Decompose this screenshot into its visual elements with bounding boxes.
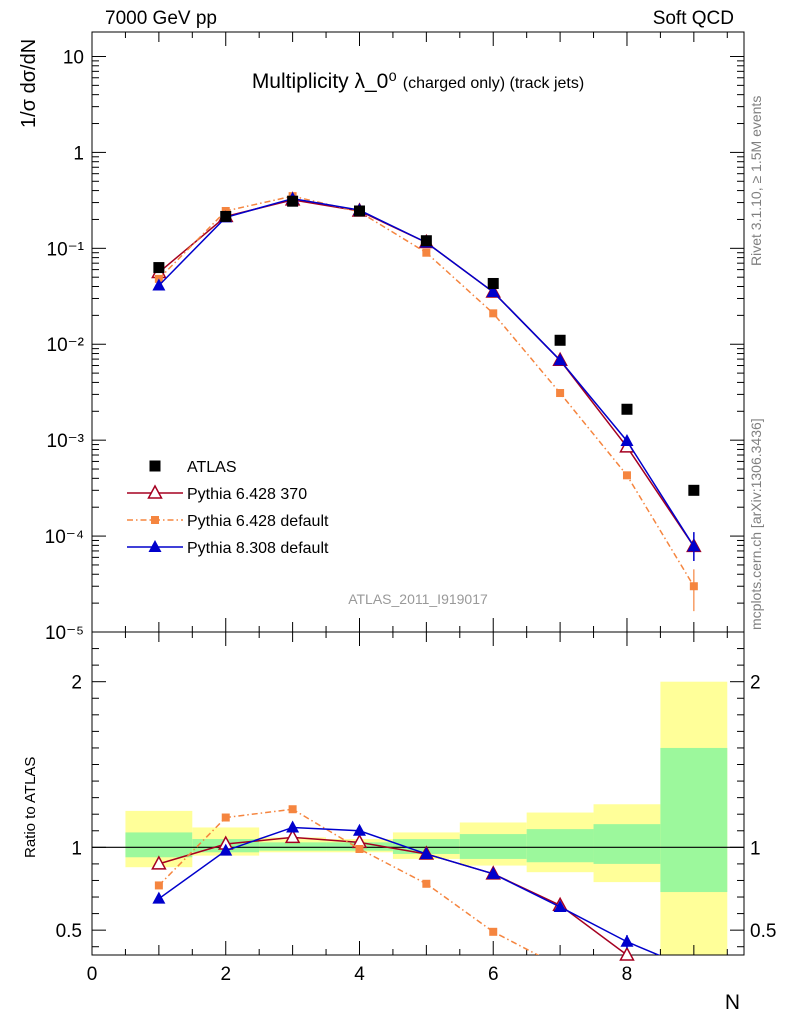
main-y-tick-label: 10⁻³	[47, 431, 85, 452]
data-point	[220, 210, 232, 222]
main-y-tick-label: 10⁻⁴	[45, 527, 84, 548]
ratio-frame	[91, 631, 745, 956]
main-y-tick-label: 10⁻²	[47, 335, 85, 356]
ratio-series-1	[154, 805, 540, 955]
header-left: 7000 GeV pp	[105, 8, 217, 29]
uncertainty-band-stat	[593, 824, 661, 864]
data-point	[486, 866, 500, 879]
uncertainty-band-stat	[459, 834, 527, 859]
ratio-y-tick-label-right: 0.5	[750, 921, 776, 942]
uncertainty-band-stat	[125, 832, 193, 858]
data-point	[553, 353, 567, 366]
data-point	[419, 846, 433, 859]
uncertainty-band-stat	[526, 829, 594, 863]
data-point	[288, 805, 297, 814]
ratio-x-tick-label: 6	[488, 964, 499, 985]
data-point	[287, 195, 299, 207]
data-point	[149, 460, 161, 472]
data-point	[152, 891, 166, 904]
data-point	[620, 434, 634, 447]
ratio-y-tick-label-right: 1	[750, 838, 761, 859]
main-panel: 10⁻⁵ 10⁻⁴ 10⁻³ 10⁻² 10⁻¹ 1 10 Multiplicity λ_0⁰…	[45, 31, 745, 644]
ratio-x-tick-label: 2	[220, 964, 231, 985]
data-point	[553, 899, 567, 912]
legend-label: Pythia 6.428 370	[187, 486, 307, 503]
ratio-x-tick-label: 8	[622, 964, 633, 985]
legend-label: Pythia 6.428 default	[187, 513, 329, 530]
chart-title-suffix: (charged only) (track jets)	[403, 75, 584, 92]
ratio-series-line	[158, 836, 628, 955]
data-point	[487, 277, 499, 289]
ratio-x-tick-label: 4	[354, 964, 365, 985]
data-point	[420, 235, 432, 247]
x-axis-title: N	[725, 991, 740, 1014]
data-point	[152, 278, 166, 291]
data-point	[422, 248, 431, 257]
data-point	[489, 309, 498, 318]
data-point	[286, 820, 300, 833]
data-point	[151, 516, 159, 524]
data-point	[554, 334, 566, 346]
series-2	[154, 192, 698, 591]
data-point	[622, 471, 631, 480]
main-y-tick-label: 10⁻¹	[47, 239, 85, 260]
ratio-y-tick-label-right: 2	[750, 673, 761, 694]
data-point	[352, 823, 366, 836]
data-point	[489, 927, 498, 936]
uncertainty-band-stat	[660, 747, 728, 893]
data-point	[621, 403, 633, 415]
data-point	[486, 285, 500, 298]
main-y-tick-label: 10	[63, 47, 84, 68]
ratio-y-tick-label: 2	[71, 673, 82, 694]
data-point	[219, 843, 233, 856]
main-y-tick-label: 1	[73, 143, 84, 164]
data-point	[556, 389, 565, 398]
chart-title-main: Multiplicity λ_0⁰	[252, 70, 397, 93]
ratio-series-2	[152, 820, 661, 955]
legend-label: Pythia 8.308 default	[187, 540, 329, 557]
chart-title: Multiplicity λ_0⁰ (charged only) (track j…	[252, 70, 584, 93]
legend: ATLAS Pythia 6.428 370 Pythia 6.428 defaul…	[127, 459, 329, 557]
analysis-watermark: ATLAS_2011_I919017	[348, 591, 488, 607]
ratio-x-tick-label: 0	[87, 964, 98, 985]
data-point	[353, 205, 365, 217]
data-point	[154, 881, 163, 890]
ratio-y-tick-label: 1	[71, 838, 82, 859]
ratio-panel: 0 2 4 6 8 N 0.5 0.5 1 1 2 2	[56, 631, 776, 1014]
data-point	[221, 813, 230, 822]
data-point	[688, 484, 700, 496]
uncertainty-band-stat	[259, 842, 327, 851]
legend-label: ATLAS	[187, 459, 237, 476]
data-point	[147, 484, 163, 499]
data-point	[355, 844, 364, 853]
data-point	[153, 262, 165, 274]
header-right: Soft QCD	[652, 8, 734, 29]
data-point	[619, 946, 635, 961]
series-0	[153, 195, 700, 496]
data-point	[151, 855, 167, 870]
main-y-tick-label: 10⁻⁵	[45, 623, 84, 644]
data-point	[284, 828, 301, 844]
data-point	[422, 879, 431, 888]
ratio-y-tick-label: 0.5	[56, 921, 82, 942]
data-point	[148, 540, 162, 552]
